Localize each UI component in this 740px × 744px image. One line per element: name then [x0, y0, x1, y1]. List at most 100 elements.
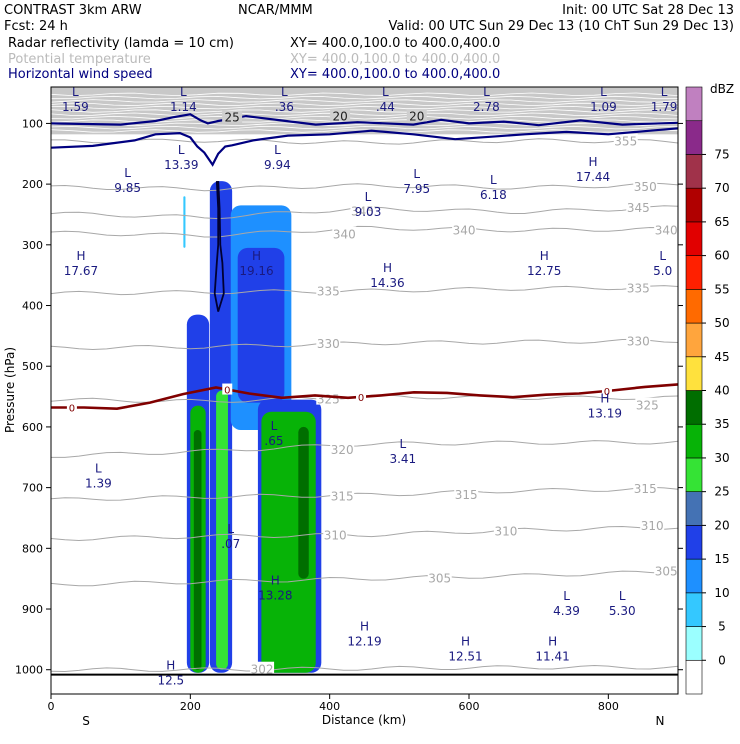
extremum-low-letter: L — [274, 143, 281, 157]
x-tick-label: 400 — [319, 700, 340, 713]
theta-label: 340 — [655, 223, 678, 237]
theta-label: 350 — [634, 180, 657, 194]
wind-jet-contour — [213, 181, 225, 312]
wind-label: 20 — [409, 109, 424, 123]
theta-label: 305 — [428, 572, 451, 586]
extremum-value: .44 — [376, 100, 395, 114]
colorbar-swatch — [685, 86, 703, 122]
colorbar-swatch — [685, 187, 703, 223]
wind-label: 25 — [224, 111, 239, 125]
extremum-low-letter: L — [382, 85, 389, 99]
colorbar-swatch — [685, 592, 703, 627]
extremum-high-letter: H — [360, 619, 369, 633]
extremum-value: 13.39 — [164, 158, 198, 172]
extremum-value: .07 — [221, 537, 240, 551]
colorbar-label: 65 — [714, 215, 729, 229]
wind-label: 20 — [332, 109, 347, 123]
extremum-value: 12.5 — [157, 674, 184, 688]
freezing-level: 0 0 0 0 — [51, 383, 678, 414]
top-band-line — [51, 115, 678, 120]
extremum-value: 5.30 — [609, 604, 636, 618]
colorbar-swatch — [685, 626, 703, 661]
extremum-value: 12.51 — [448, 649, 482, 663]
extremum-low-letter: L — [600, 85, 607, 99]
field1-xy: XY= 400.0,100.0 to 400.0,400.0 — [290, 36, 500, 51]
theta-isoline-315 — [51, 486, 678, 501]
field2-xy: XY= 400.0,100.0 to 400.0,400.0 — [290, 52, 500, 67]
colorbar-unit: dBZ — [710, 82, 734, 96]
extremum-high-letter: H — [166, 659, 175, 673]
y-tick-label: 100 — [22, 117, 43, 130]
extremum-value: 14.36 — [370, 276, 404, 290]
top-band-line — [51, 122, 678, 127]
colorbar-label: 75 — [714, 147, 729, 161]
extremum-high-letter: H — [588, 155, 597, 169]
header-fcst: Fcst: 24 h — [4, 19, 68, 34]
extremum-value: 4.39 — [553, 604, 580, 618]
y-tick-label: 500 — [22, 360, 43, 373]
colorbar-label: 25 — [714, 485, 729, 499]
x-tick-label: 200 — [180, 700, 201, 713]
theta-label-bg — [250, 661, 275, 675]
extremum-value: 13.19 — [588, 407, 622, 421]
extremum-value: 1.79 — [651, 100, 678, 114]
colorbar-label: 70 — [714, 181, 729, 195]
top-band-line — [51, 112, 678, 117]
freezing-label: 0 — [224, 386, 230, 397]
wind-isotachs: 25 20 20 — [51, 109, 678, 312]
theta-label: 335 — [627, 282, 650, 296]
extremum-high-letter: H — [252, 249, 261, 263]
extremum-value: 1.39 — [85, 476, 112, 490]
theta-label: 315 — [634, 482, 657, 496]
reflectivity-cell-c-mid — [237, 247, 285, 403]
freezing-label: 0 — [69, 403, 75, 414]
theta-label-bg — [454, 486, 479, 500]
header-model: CONTRAST 3km ARW — [4, 3, 142, 18]
colorbar-swatch — [685, 525, 703, 560]
extremum-high-letter: H — [76, 249, 85, 263]
wind-isotach-25 — [51, 113, 678, 127]
extremum-high-letter: H — [540, 249, 549, 263]
theta-label-bg — [350, 203, 375, 217]
theta-label-bg — [635, 397, 660, 411]
extremum-low-letter: L — [180, 85, 187, 99]
theta-isoline-302 — [51, 664, 678, 673]
header-valid: Valid: 00 UTC Sun 29 Dec 13 (10 ChT Sun … — [389, 19, 735, 34]
field3-name: Horizontal wind speed — [8, 67, 153, 82]
extremum-value: 3.41 — [389, 452, 416, 466]
freezing-label-bg — [66, 401, 77, 413]
extremum-value: 9.85 — [114, 181, 141, 195]
extremum-value: 19.16 — [239, 264, 273, 278]
colorbar-swatch — [685, 457, 703, 492]
colorbar-label: 20 — [714, 518, 729, 532]
theta-label-bg — [330, 441, 355, 455]
colorbar-swatch — [685, 356, 703, 391]
wind-label-bg — [406, 109, 427, 122]
field2-name: Potential temperature — [8, 52, 151, 67]
colorbar-swatch — [685, 255, 703, 290]
theta-label-bg — [613, 133, 638, 147]
theta-label-bg — [323, 527, 348, 541]
y-tick-label: 1000 — [15, 664, 43, 677]
theta-label: 315 — [455, 488, 478, 502]
top-band-line — [51, 129, 678, 133]
x-axis-title: Distance (km) — [322, 713, 406, 727]
wind-isotach-20 — [51, 127, 678, 167]
x-tick-label: 600 — [459, 700, 480, 713]
theta-isoline-320 — [51, 440, 678, 458]
colorbar-label: 30 — [714, 451, 729, 465]
extremum-low-letter: L — [227, 522, 234, 536]
plot-background — [51, 87, 678, 694]
extremum-low-letter: L — [124, 166, 131, 180]
extremum-low-letter: L — [413, 167, 420, 181]
theta-label: 330 — [317, 337, 340, 351]
colorbar-swatch — [685, 390, 703, 425]
theta-label: 340 — [333, 228, 356, 242]
wind-label-bg — [330, 109, 351, 122]
extremum-value: 13.28 — [258, 589, 292, 603]
theta-label-bg — [493, 523, 518, 537]
extremum-low-letter: L — [95, 461, 102, 475]
extremum-value: .36 — [275, 100, 294, 114]
